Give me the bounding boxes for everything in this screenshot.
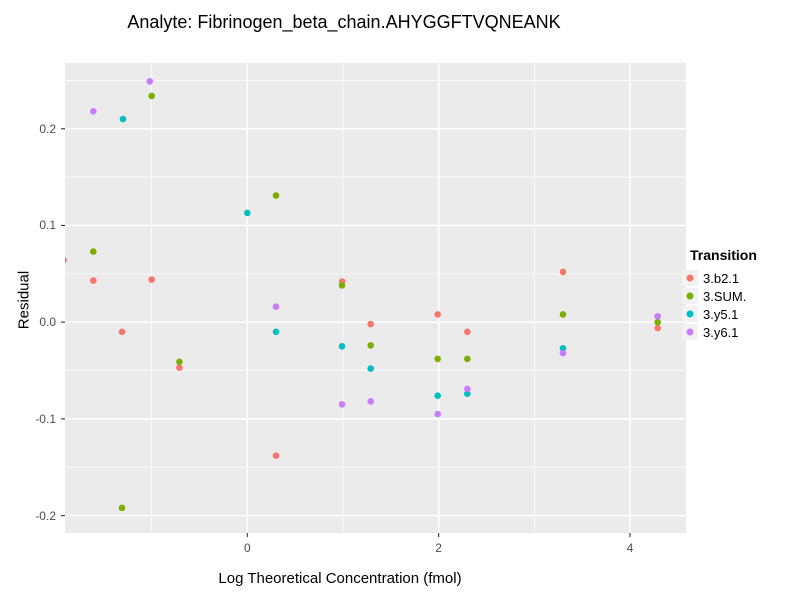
data-point-3.b2.1 [272, 452, 280, 459]
data-point-3.b2.1 [654, 324, 661, 332]
data-point-3.SUM. [272, 192, 280, 199]
data-point-3.y6.1 [367, 398, 375, 405]
data-point-3.y6.1 [654, 313, 661, 320]
legend-entry: 3.y5.1 [682, 305, 757, 323]
data-point-3.b2.1 [464, 328, 471, 336]
data-point-3.y5.1 [464, 390, 471, 398]
legend-key [682, 270, 698, 286]
legend-title: Transition [690, 247, 757, 263]
data-point-3.SUM. [654, 318, 661, 326]
data-point-3.b2.1 [65, 257, 67, 264]
data-point-3.b2.1 [90, 277, 97, 284]
data-point-3.y6.1 [272, 303, 280, 311]
data-point-3.y5.1 [272, 328, 280, 336]
data-point-3.b2.1 [559, 268, 567, 276]
data-point-3.y6.1 [146, 78, 154, 85]
legend-point-icon [686, 328, 694, 336]
data-point-3.SUM. [90, 248, 97, 255]
data-point-3.SUM. [65, 278, 66, 280]
data-point-3.y5.1 [119, 115, 127, 123]
x-tick-label: 2 [435, 541, 442, 555]
y-tick-label: -0.1 [35, 411, 56, 426]
legend-label: 3.y5.1 [703, 306, 739, 322]
data-point-3.y6.1 [464, 385, 471, 393]
legend: Transition 3.b2.1 3.SUM. 3.y5.1 3.y6.1 [682, 247, 757, 341]
legend-label: 3.SUM. [703, 288, 747, 304]
data-point-3.y5.1 [338, 343, 346, 350]
y-tick-label: -0.2 [35, 508, 56, 523]
legend-key [682, 306, 698, 322]
x-axis-title: Log Theoretical Concentration (fmol) [218, 570, 462, 587]
data-point-3.b2.1 [118, 328, 126, 336]
data-point-3.b2.1 [176, 364, 183, 371]
data-point-3.y5.1 [367, 365, 375, 372]
data-point-3.y5.1 [244, 209, 251, 217]
data-point-3.y5.1 [559, 344, 567, 352]
data-point-3.SUM. [338, 282, 346, 289]
legend-label: 3.y6.1 [703, 324, 739, 340]
legend-key [682, 324, 698, 340]
legend-point-icon [686, 292, 694, 300]
plot-panel [65, 63, 686, 533]
legend-label: 3.b2.1 [703, 270, 740, 286]
legend-point-icon [686, 310, 694, 318]
data-point-3.y6.1 [559, 349, 567, 357]
y-tick-label: 0.0 [39, 315, 56, 330]
legend-entry: 3.SUM. [682, 287, 757, 305]
data-point-3.y6.1 [434, 410, 441, 418]
legend-entry: 3.y6.1 [682, 323, 757, 341]
data-point-3.SUM. [434, 355, 441, 363]
data-point-3.b2.1 [434, 311, 441, 318]
chart-title: Analyte: Fibrinogen_beta_chain.AHYGGFTVQ… [127, 12, 561, 32]
data-point-3.SUM. [367, 342, 375, 349]
x-tick-label: 0 [243, 541, 251, 555]
data-point-3.y5.1 [434, 392, 441, 399]
data-point-3.b2.1 [148, 276, 155, 283]
legend-entry: 3.b2.1 [682, 269, 757, 287]
data-point-3.SUM. [464, 355, 471, 363]
data-point-3.SUM. [148, 92, 155, 100]
data-point-3.b2.1 [367, 320, 375, 328]
data-point-3.SUM. [559, 311, 567, 318]
legend-items: 3.b2.1 3.SUM. 3.y5.1 3.y6.1 [682, 269, 757, 341]
data-point-3.y6.1 [338, 401, 346, 408]
data-point-3.SUM. [118, 504, 126, 512]
data-point-3.SUM. [176, 358, 183, 366]
data-point-3.y6.1 [90, 108, 97, 115]
y-tick-label: 0.1 [39, 218, 56, 233]
legend-key [682, 288, 698, 304]
y-tick-label: 0.2 [39, 121, 56, 136]
x-tick-label: 4 [626, 541, 634, 555]
legend-point-icon [686, 274, 694, 282]
